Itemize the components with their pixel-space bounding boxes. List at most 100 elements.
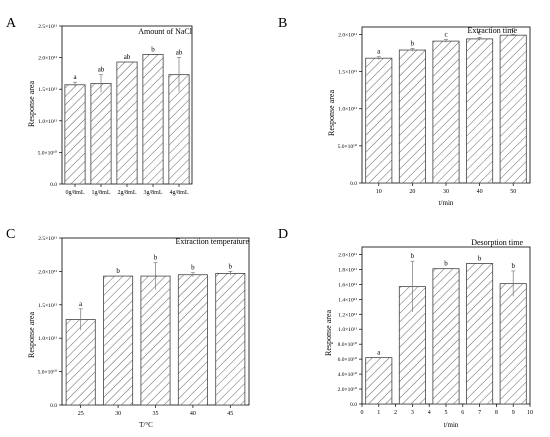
significance-letter: b [116, 267, 120, 275]
axis-ticks: 0.0 5.0×10¹⁰ 1.0×10¹¹ 1.5×10¹¹ 2.0×10¹¹ 10 20 3… [338, 32, 517, 195]
x-tick-label: 30 [115, 411, 121, 417]
chart-title: Desorption time [471, 238, 523, 247]
chart-title: Amount of NaCl [138, 27, 193, 36]
x-tick-label: 20 [409, 189, 415, 195]
y-axis-label: Response area [324, 310, 333, 356]
x-tick-label: 1g/8mL [92, 190, 111, 196]
bar [140, 275, 171, 406]
x-axis-label: t/min [439, 199, 454, 207]
bars: a ab ab b ab [64, 45, 190, 185]
x-tick-label: 9 [512, 410, 515, 416]
significance-letter: a [79, 300, 83, 308]
significance-letter: a [377, 349, 381, 357]
chart-title: Extraction temperature [175, 237, 249, 246]
y-axis-label: Response area [27, 312, 36, 358]
bar [64, 84, 86, 185]
x-tick-label: 2g/8mL [118, 190, 137, 196]
x-tick-label: 3g/8mL [144, 190, 163, 196]
chart-panel-c: C Extraction temperature Response area T… [6, 227, 249, 429]
x-tick-label: 10 [376, 189, 382, 195]
significance-letter: b [229, 262, 233, 270]
panel-letter: A [6, 16, 17, 31]
y-tick-label: 1.5×10¹¹ [38, 87, 57, 93]
y-tick-label: 1.4×10¹¹ [338, 297, 357, 303]
x-tick-label: 0 [361, 410, 364, 416]
y-tick-label: 1.6×10¹¹ [338, 282, 357, 288]
x-tick-label: 25 [78, 411, 84, 417]
bar [466, 38, 494, 184]
significance-letter: a [377, 48, 381, 56]
y-tick-label: 2.0×10¹¹ [338, 252, 357, 258]
bar [499, 34, 527, 184]
x-tick-label: 0g/8mL [66, 190, 85, 196]
y-tick-label: 1.8×10¹¹ [338, 267, 357, 273]
significance-letter: ab [124, 53, 131, 61]
x-tick-label: 6 [461, 410, 464, 416]
y-tick-label: 5.0×10¹⁰ [38, 369, 58, 376]
y-tick-label: 1.0×10¹¹ [338, 327, 357, 333]
chart-panel-d: D Desorption time Response area t/min 0.… [278, 227, 533, 429]
y-tick-label: 2.0×10¹⁰ [338, 386, 358, 393]
bar [432, 268, 460, 405]
x-tick-label: 50 [510, 189, 516, 195]
x-tick-label: 2 [394, 410, 397, 416]
chart-title: Extraction time [467, 26, 517, 35]
bar [466, 263, 494, 405]
axis-ticks: 0.0 5.0×10¹⁰ 1.0×10¹¹ 1.5×10¹¹ 2.0×10¹¹ 2.5×1… [38, 236, 234, 417]
y-tick-label: 8.0×10¹⁰ [338, 341, 358, 348]
y-tick-label: 1.0×10¹¹ [338, 107, 357, 113]
y-axis-label: Response area [327, 90, 336, 136]
significance-letter: c [444, 31, 447, 39]
bar [499, 283, 527, 405]
x-tick-label: 4 [428, 410, 431, 416]
chart-panel-b: B Extraction time Response area t/min 0.… [278, 16, 531, 207]
x-tick-label: 8 [495, 410, 498, 416]
y-tick-label: 1.0×10¹¹ [38, 336, 57, 342]
bar [65, 319, 96, 406]
y-tick-label: 1.5×10¹¹ [38, 303, 57, 309]
bars: a b c c c [365, 25, 527, 184]
y-tick-label: 2.5×10¹¹ [38, 236, 57, 242]
y-axis-label: Response area [27, 81, 36, 127]
panel-letter: D [278, 227, 288, 242]
y-tick-label: 1.2×10¹¹ [338, 312, 357, 318]
y-tick-label: 1.0×10¹¹ [38, 119, 57, 125]
significance-letter: b [191, 264, 195, 272]
significance-letter: b [444, 260, 448, 268]
x-tick-label: 35 [153, 411, 159, 417]
bars: a b b b b [365, 252, 527, 405]
significance-letter: b [154, 254, 158, 262]
bar [116, 61, 138, 185]
panel-letter: C [6, 227, 15, 242]
significance-letter: ab [176, 49, 183, 57]
bars: a b b b b [65, 254, 246, 406]
x-tick-label: 4g/8mL [170, 190, 189, 196]
axis-ticks: 0.0 2.0×10¹⁰ 4.0×10¹⁰ 6.0×10¹⁰ 8.0×10¹⁰ 1.0×1… [338, 252, 533, 416]
x-tick-label: 3 [411, 410, 414, 416]
bar [103, 275, 134, 406]
significance-letter: b [478, 254, 482, 262]
y-tick-label: 0.0 [350, 402, 357, 408]
bar [90, 83, 112, 185]
significance-letter: c [512, 25, 515, 33]
x-tick-label: 7 [478, 410, 481, 416]
x-axis-label: T/°C [139, 421, 153, 429]
x-tick-label: 40 [190, 411, 196, 417]
y-tick-label: 4.0×10¹⁰ [338, 371, 358, 378]
significance-letter: b [411, 252, 415, 260]
significance-letter: c [478, 28, 481, 36]
bar [365, 57, 393, 184]
bar [177, 274, 208, 406]
y-tick-label: 2.0×10¹¹ [38, 269, 57, 275]
x-tick-label: 30 [443, 189, 449, 195]
significance-letter: b [411, 40, 415, 48]
y-tick-label: 5.0×10¹⁰ [38, 149, 58, 156]
x-axis-label: t/min [444, 421, 459, 429]
y-tick-label: 0.0 [50, 403, 57, 409]
y-tick-label: 6.0×10¹⁰ [338, 356, 358, 363]
significance-letter: a [73, 73, 77, 81]
bar [142, 54, 164, 185]
significance-letter: b [511, 262, 515, 270]
y-tick-label: 2.0×10¹¹ [38, 56, 57, 62]
y-tick-label: 2.5×10¹¹ [38, 24, 57, 30]
